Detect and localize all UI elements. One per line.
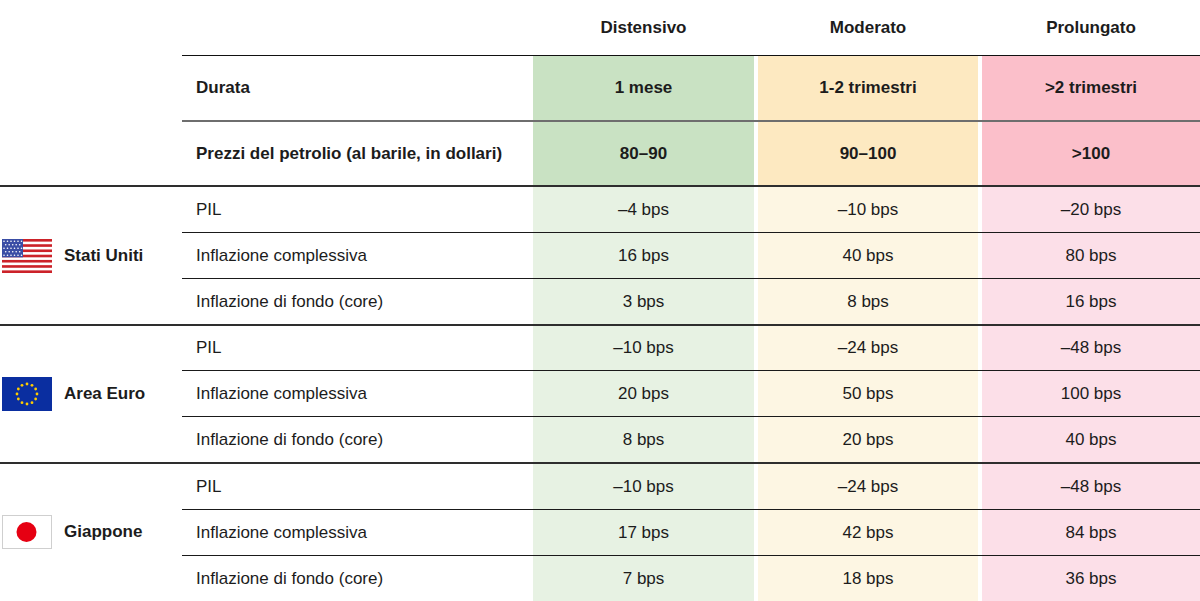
row-label: Inflazione complessiva: [182, 510, 533, 555]
durata-moderato: 1-2 trimestri: [758, 56, 978, 120]
header-spacer: [182, 0, 533, 55]
value-cell: –10 bps: [758, 187, 978, 232]
row-label: PIL: [182, 187, 533, 232]
table-row-euro-pil: PIL –10 bps –24 bps –48 bps: [182, 326, 1200, 371]
table-header-row: Distensivo Moderato Prolungato: [182, 0, 1200, 56]
value-cell: 16 bps: [533, 233, 754, 278]
row-label: Inflazione complessiva: [182, 371, 533, 416]
row-label: Prezzi del petrolio (al barile, in dolla…: [182, 122, 533, 185]
value-cell: 8 bps: [533, 417, 754, 462]
scenario-row-durata: Durata 1 mese 1-2 trimestri >2 trimestri: [182, 56, 1200, 122]
prezzi-prolungato: >100: [982, 122, 1200, 185]
row-label: Inflazione di fondo (core): [182, 556, 533, 601]
row-label: Durata: [182, 56, 533, 120]
value-cell: 40 bps: [982, 417, 1200, 462]
japan-flag-icon: [2, 515, 52, 549]
value-cell: –10 bps: [533, 464, 754, 509]
oil-scenario-table: Stati Uniti Area Euro Giappone Distensiv…: [0, 0, 1200, 601]
table-row-japan-inflazione-core: Inflazione di fondo (core) 7 bps 18 bps …: [182, 556, 1200, 601]
value-cell: 100 bps: [982, 371, 1200, 416]
value-cell: 42 bps: [758, 510, 978, 555]
table-row-euro-inflazione-complessiva: Inflazione complessiva 20 bps 50 bps 100…: [182, 371, 1200, 417]
country-label-stati-uniti: Stati Uniti: [64, 246, 143, 266]
value-cell: 7 bps: [533, 556, 754, 601]
table-row-us-inflazione-core: Inflazione di fondo (core) 3 bps 8 bps 1…: [182, 279, 1200, 324]
prezzi-moderato: 90–100: [758, 122, 978, 185]
value-cell: 17 bps: [533, 510, 754, 555]
value-cell: –24 bps: [758, 464, 978, 509]
value-cell: 50 bps: [758, 371, 978, 416]
value-cell: 16 bps: [982, 279, 1200, 324]
prezzi-distensivo: 80–90: [533, 122, 754, 185]
value-cell: –48 bps: [982, 464, 1200, 509]
value-cell: 36 bps: [982, 556, 1200, 601]
eu-flag-icon: [2, 377, 52, 411]
durata-distensivo: 1 mese: [533, 56, 754, 120]
value-cell: 84 bps: [982, 510, 1200, 555]
row-label: PIL: [182, 326, 533, 370]
country-label-giappone: Giappone: [64, 522, 142, 542]
country-label-area-euro: Area Euro: [64, 384, 145, 404]
value-cell: –10 bps: [533, 326, 754, 370]
us-flag-icon: [2, 239, 52, 273]
column-header-distensivo: Distensivo: [533, 0, 754, 55]
value-cell: –4 bps: [533, 187, 754, 232]
value-cell: 80 bps: [982, 233, 1200, 278]
table-row-japan-inflazione-complessiva: Inflazione complessiva 17 bps 42 bps 84 …: [182, 510, 1200, 556]
scenario-row-prezzi-petrolio: Prezzi del petrolio (al barile, in dolla…: [182, 122, 1200, 185]
value-cell: 20 bps: [758, 417, 978, 462]
durata-prolungato: >2 trimestri: [982, 56, 1200, 120]
table-row-japan-pil: PIL –10 bps –24 bps –48 bps: [182, 464, 1200, 510]
value-cell: –48 bps: [982, 326, 1200, 370]
table-row-euro-inflazione-core: Inflazione di fondo (core) 8 bps 20 bps …: [182, 417, 1200, 462]
row-label: PIL: [182, 464, 533, 509]
row-label: Inflazione complessiva: [182, 233, 533, 278]
column-header-moderato: Moderato: [758, 0, 978, 55]
value-cell: 3 bps: [533, 279, 754, 324]
value-cell: –24 bps: [758, 326, 978, 370]
column-header-prolungato: Prolungato: [982, 0, 1200, 55]
row-label: Inflazione di fondo (core): [182, 417, 533, 462]
value-cell: 20 bps: [533, 371, 754, 416]
table-row-us-pil: PIL –4 bps –10 bps –20 bps: [182, 187, 1200, 233]
value-cell: 8 bps: [758, 279, 978, 324]
value-cell: 18 bps: [758, 556, 978, 601]
value-cell: 40 bps: [758, 233, 978, 278]
value-cell: –20 bps: [982, 187, 1200, 232]
table-row-us-inflazione-complessiva: Inflazione complessiva 16 bps 40 bps 80 …: [182, 233, 1200, 279]
row-label: Inflazione di fondo (core): [182, 279, 533, 324]
